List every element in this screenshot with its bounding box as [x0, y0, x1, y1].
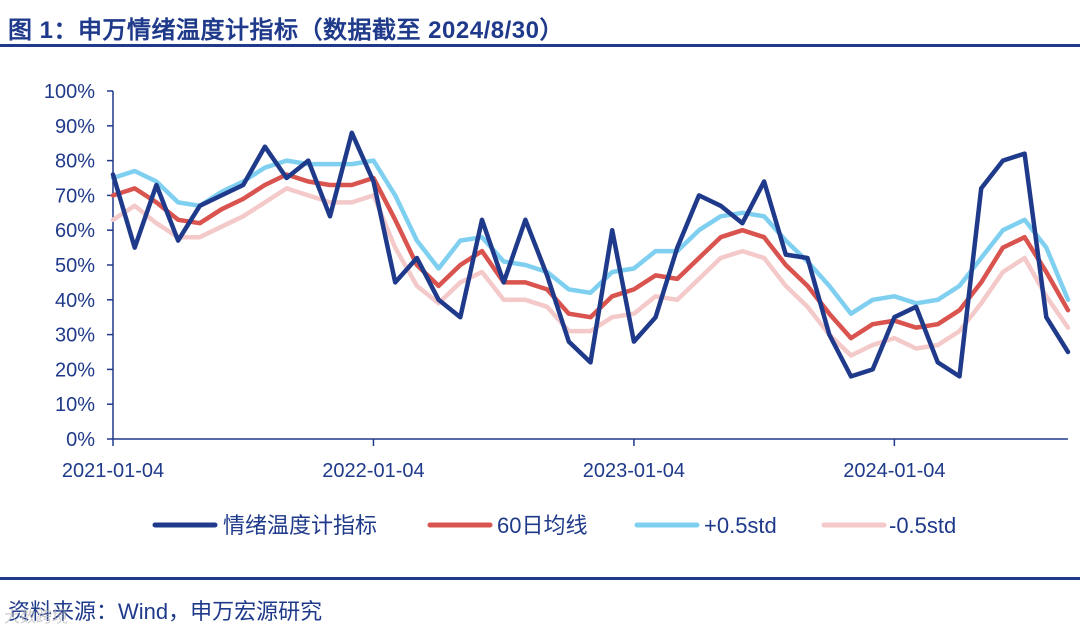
- y-tick-label: 60%: [55, 220, 95, 242]
- series-line-ma60: [110, 172, 1071, 341]
- y-tick-label: 0%: [66, 429, 95, 451]
- y-tick-label: 10%: [55, 394, 95, 416]
- series-line-plus: [110, 158, 1071, 316]
- x-tick-label: 2021-01-04: [62, 460, 164, 482]
- axes: 0% 10% 20% 30% 40% 50% 60% 70% 80% 90% 100% 2021-01…: [44, 81, 1068, 482]
- x-tick-label: 2024-01-04: [843, 460, 945, 482]
- y-tick-label: 70%: [55, 185, 95, 207]
- watermark: 大数跨境: [4, 609, 69, 626]
- title-divider: [0, 44, 1080, 47]
- source-divider: [0, 577, 1080, 580]
- y-tick-label: 80%: [55, 151, 95, 173]
- plot-area: [110, 130, 1071, 379]
- y-tick-label: 30%: [55, 325, 95, 347]
- x-tick-label: 2022-01-04: [322, 460, 424, 482]
- y-tick-label: 40%: [55, 290, 95, 312]
- series-line-index: [110, 130, 1071, 379]
- legend: 情绪温度计指标 60日均线 +0.5std -0.5std: [152, 513, 956, 538]
- y-tick-label: 50%: [55, 255, 95, 277]
- y-tick-label: 90%: [55, 116, 95, 138]
- source-note: 资料来源：Wind，申万宏源研究: [8, 599, 323, 624]
- legend-label-ma60: 60日均线: [497, 513, 587, 538]
- legend-label-minus: -0.5std: [889, 513, 956, 538]
- x-tick-label: 2023-01-04: [583, 460, 685, 482]
- chart: 0% 10% 20% 30% 40% 50% 60% 70% 80% 90% 100% 2021-01…: [44, 81, 1071, 538]
- legend-label-plus: +0.5std: [704, 513, 777, 538]
- y-tick-label: 100%: [44, 81, 95, 103]
- y-tick-label: 20%: [55, 359, 95, 381]
- legend-label-index: 情绪温度计指标: [223, 513, 377, 538]
- figure-title: 图 1：申万情绪温度计指标（数据截至 2024/8/30）: [8, 17, 564, 44]
